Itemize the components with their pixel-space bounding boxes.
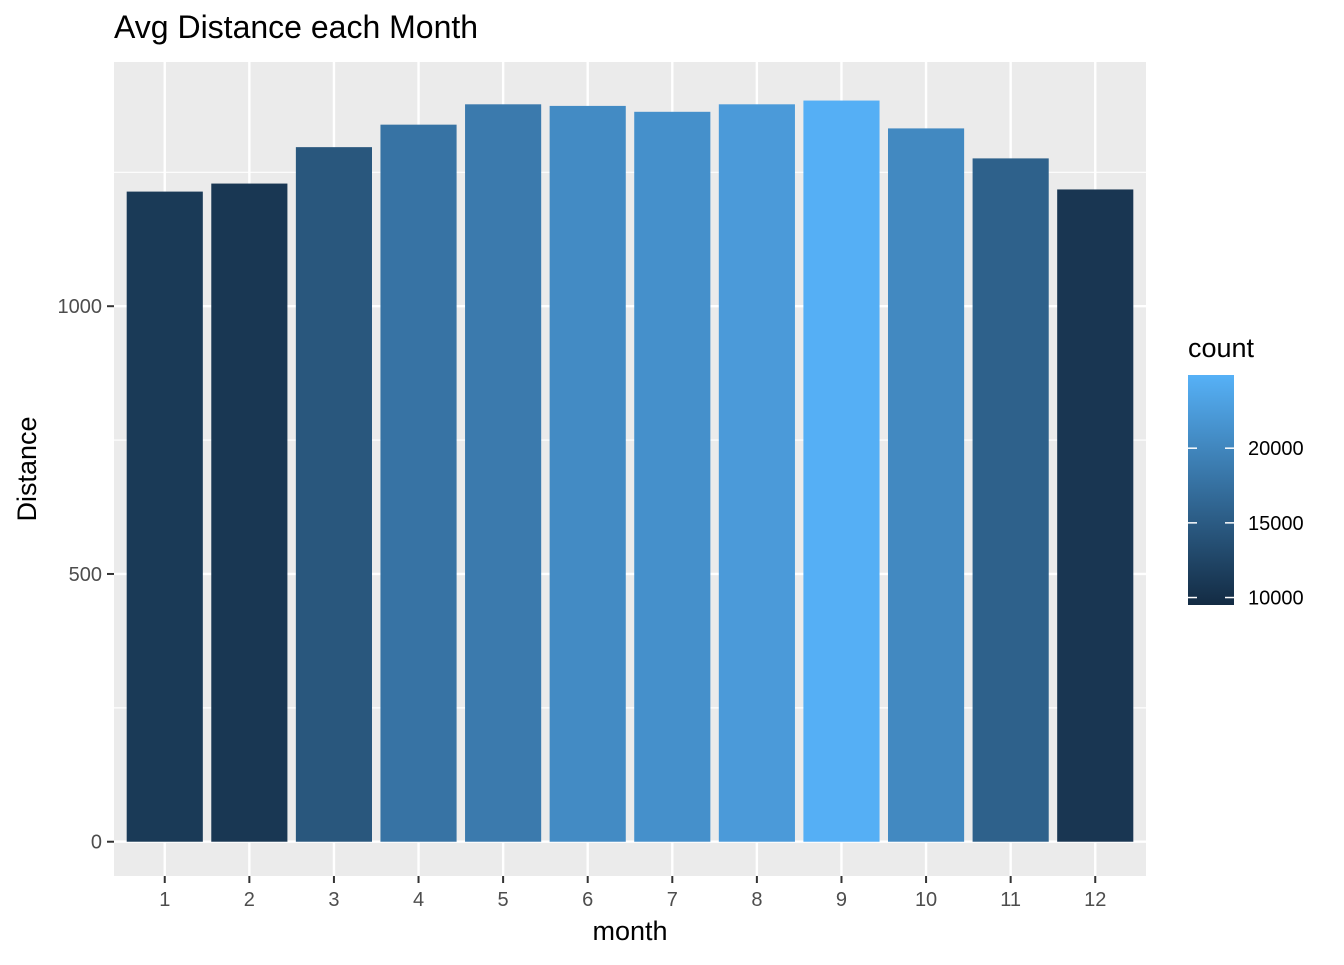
x-tick-label: 10 bbox=[915, 889, 937, 911]
x-tick-label: 11 bbox=[1000, 889, 1021, 911]
bar-month-3 bbox=[295, 147, 372, 842]
bar-month-5 bbox=[465, 104, 542, 842]
y-tick-label: 1000 bbox=[58, 296, 103, 318]
legend-tick-label: 20000 bbox=[1248, 438, 1304, 460]
x-tick-label: 12 bbox=[1084, 889, 1106, 911]
x-tick-label: 6 bbox=[582, 889, 593, 911]
legend-ticks: 10000 15000 20000 bbox=[1188, 438, 1304, 610]
x-tick-label: 8 bbox=[751, 889, 762, 911]
x-axis: 1 2 3 4 5 6 7 8 9 10 11 12 bbox=[159, 876, 1106, 911]
x-tick-label: 1 bbox=[159, 889, 170, 911]
bar-month-4 bbox=[380, 124, 457, 842]
x-tick-label: 5 bbox=[498, 889, 509, 911]
bar-month-6 bbox=[549, 105, 626, 842]
bars bbox=[126, 100, 1134, 842]
chart-title: Avg Distance each Month bbox=[114, 9, 478, 45]
legend-tick-label: 15000 bbox=[1248, 513, 1304, 535]
bar-month-9 bbox=[803, 100, 880, 842]
x-tick-label: 7 bbox=[667, 889, 678, 911]
x-tick-label: 2 bbox=[244, 889, 255, 911]
bar-month-2 bbox=[211, 183, 288, 842]
x-tick-label: 4 bbox=[413, 889, 424, 911]
legend-colorbar bbox=[1188, 375, 1234, 605]
legend-tick-label: 10000 bbox=[1248, 588, 1304, 610]
bar-month-7 bbox=[634, 111, 711, 842]
y-axis: 0 500 1000 bbox=[58, 296, 114, 854]
bar-month-1 bbox=[126, 191, 203, 842]
bar-month-11 bbox=[972, 158, 1049, 842]
bar-month-8 bbox=[718, 104, 795, 842]
legend: count 10000 15000 20000 bbox=[1188, 333, 1304, 610]
x-tick-label: 9 bbox=[836, 889, 847, 911]
y-axis-label: Distance bbox=[12, 416, 42, 521]
y-tick-label: 500 bbox=[69, 564, 102, 586]
bar-month-10 bbox=[888, 128, 965, 842]
legend-title: count bbox=[1188, 333, 1255, 363]
y-tick-label: 0 bbox=[91, 832, 102, 854]
x-tick-label: 3 bbox=[328, 889, 339, 911]
bar-month-12 bbox=[1057, 189, 1134, 842]
x-axis-label: month bbox=[592, 916, 667, 946]
